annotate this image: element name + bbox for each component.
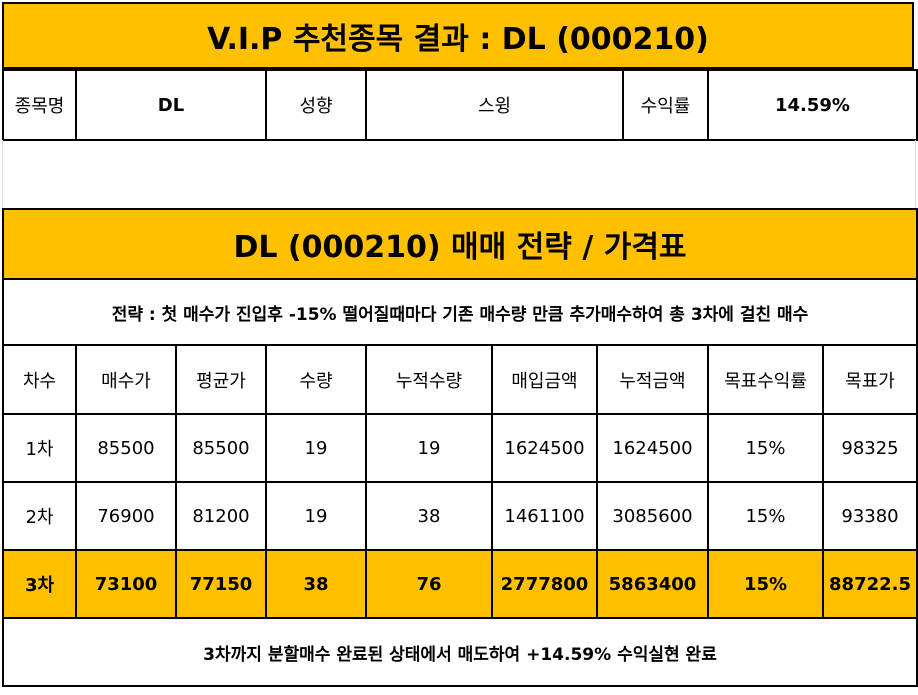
stock-return-value: 14.59% (707, 69, 918, 141)
table-cell: 88722.5 (821, 549, 918, 619)
column-header: 매수가 (75, 344, 177, 415)
table-cell: 85500 (175, 413, 267, 483)
table-cell: 1624500 (491, 413, 598, 483)
table-cell: 81200 (175, 481, 267, 551)
table-cell: 76900 (75, 481, 177, 551)
column-header: 목표가 (821, 344, 918, 415)
table-row: 2차 76900 81200 19 38 1461100 3085600 15%… (2, 481, 918, 551)
table-cell: 73100 (75, 549, 177, 619)
table-cell: 3차 (2, 549, 77, 619)
table-cell: 19 (265, 481, 367, 551)
result-summary: 3차까지 분할매수 완료된 상태에서 매도하여 +14.59% 수익실현 완료 (1, 617, 918, 687)
table-cell: 1차 (2, 413, 77, 483)
table-cell: 15% (707, 413, 824, 483)
stock-info-table: 종목명 DL 성향 스윙 수익률 14.59% (2, 69, 918, 141)
table-cell: 2차 (2, 481, 77, 551)
stock-return-label: 수익률 (622, 69, 709, 141)
table-cell: 38 (265, 549, 367, 619)
stock-type-label: 성향 (265, 69, 367, 141)
strategy-title: DL (000210) 매매 전략 / 가격표 (1, 208, 918, 280)
stock-name-value: DL (75, 69, 267, 141)
table-cell: 19 (365, 413, 493, 483)
column-header: 목표수익률 (707, 344, 824, 415)
table-cell: 85500 (75, 413, 177, 483)
stock-name-label: 종목명 (2, 69, 77, 141)
table-cell: 2777800 (491, 549, 598, 619)
header-row: 차수 매수가 평균가 수량 누적수량 매입금액 누적금액 목표수익률 목표가 (2, 344, 918, 415)
page-title: V.I.P 추천종목 결과 : DL (000210) (2, 2, 914, 69)
table-cell: 1624500 (596, 413, 709, 483)
table-cell: 98325 (821, 413, 918, 483)
table-cell: 76 (365, 549, 493, 619)
table-cell: 15% (707, 549, 824, 619)
strategy-description: 전략 : 첫 매수가 진입후 -15% 떨어질때마다 기존 매수량 만큼 추가매… (1, 278, 918, 346)
column-header: 수량 (265, 344, 367, 415)
spacer (2, 140, 916, 208)
table-cell: 38 (365, 481, 493, 551)
table-cell: 93380 (821, 481, 918, 551)
table-cell: 3085600 (596, 481, 709, 551)
table-cell: 15% (707, 481, 824, 551)
table-row-highlighted: 3차 73100 77150 38 76 2777800 5863400 15%… (2, 549, 918, 619)
strategy-table: DL (000210) 매매 전략 / 가격표 전략 : 첫 매수가 진입후 -… (1, 208, 918, 687)
column-header: 누적금액 (596, 344, 709, 415)
table-cell: 5863400 (596, 549, 709, 619)
stock-type-value: 스윙 (365, 69, 624, 141)
table-cell: 77150 (175, 549, 267, 619)
stock-info-row: 종목명 DL 성향 스윙 수익률 14.59% (2, 69, 918, 141)
column-header: 평균가 (175, 344, 267, 415)
column-header: 누적수량 (365, 344, 493, 415)
table-cell: 1461100 (491, 481, 598, 551)
column-header: 차수 (2, 344, 77, 415)
table-row: 1차 85500 85500 19 19 1624500 1624500 15%… (2, 413, 918, 483)
table-cell: 19 (265, 413, 367, 483)
column-header: 매입금액 (491, 344, 598, 415)
